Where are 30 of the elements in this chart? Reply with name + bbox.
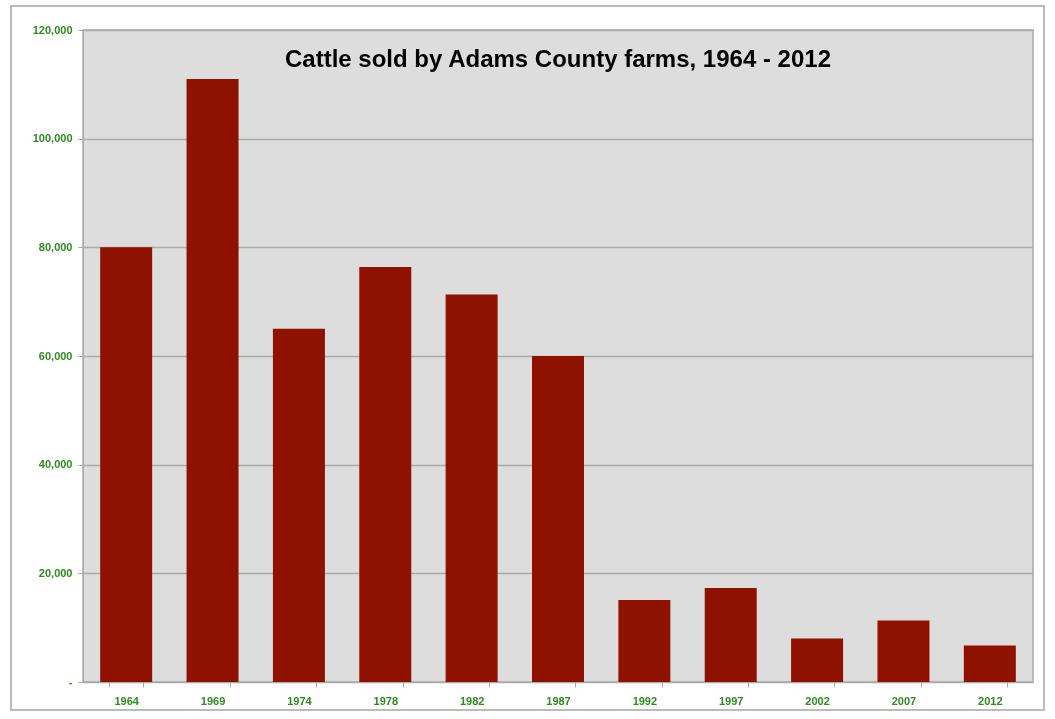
bar bbox=[272, 328, 325, 682]
y-tick-label: 40,000 bbox=[38, 458, 73, 471]
x-tick-label: 2002 bbox=[805, 694, 830, 707]
y-tick-label: - bbox=[68, 675, 73, 688]
x-tick-label: 1997 bbox=[718, 694, 744, 707]
y-tick-label: 80,000 bbox=[38, 240, 73, 253]
y-tick-label: 60,000 bbox=[38, 349, 73, 362]
x-tick-label: 2007 bbox=[891, 694, 917, 707]
x-tick-label: 1978 bbox=[373, 694, 399, 707]
bar bbox=[445, 294, 498, 682]
bar bbox=[877, 620, 930, 682]
bar bbox=[359, 266, 412, 682]
x-tick-label: 1969 bbox=[200, 694, 226, 707]
x-tick-label: 1987 bbox=[546, 694, 571, 707]
x-tick-label: 1974 bbox=[287, 694, 313, 707]
x-tick-label: 1992 bbox=[632, 694, 658, 707]
text: Cattle sold by Adams County farms, 1964 - 2012 bbox=[285, 45, 831, 72]
x-tick-label: 1982 bbox=[459, 694, 485, 707]
y-tick-label: 120,000 bbox=[32, 23, 73, 36]
y-tick-label: 20,000 bbox=[38, 566, 73, 579]
x-tick-label: 1964 bbox=[114, 694, 140, 707]
bar bbox=[186, 78, 239, 682]
bar bbox=[791, 638, 844, 682]
bar bbox=[704, 588, 757, 682]
bar bbox=[963, 645, 1016, 682]
bar bbox=[100, 247, 153, 682]
x-tick-label: 2012 bbox=[978, 694, 1003, 707]
y-tick-label: 100,000 bbox=[32, 132, 73, 145]
bar bbox=[618, 599, 671, 682]
bar bbox=[532, 356, 584, 682]
